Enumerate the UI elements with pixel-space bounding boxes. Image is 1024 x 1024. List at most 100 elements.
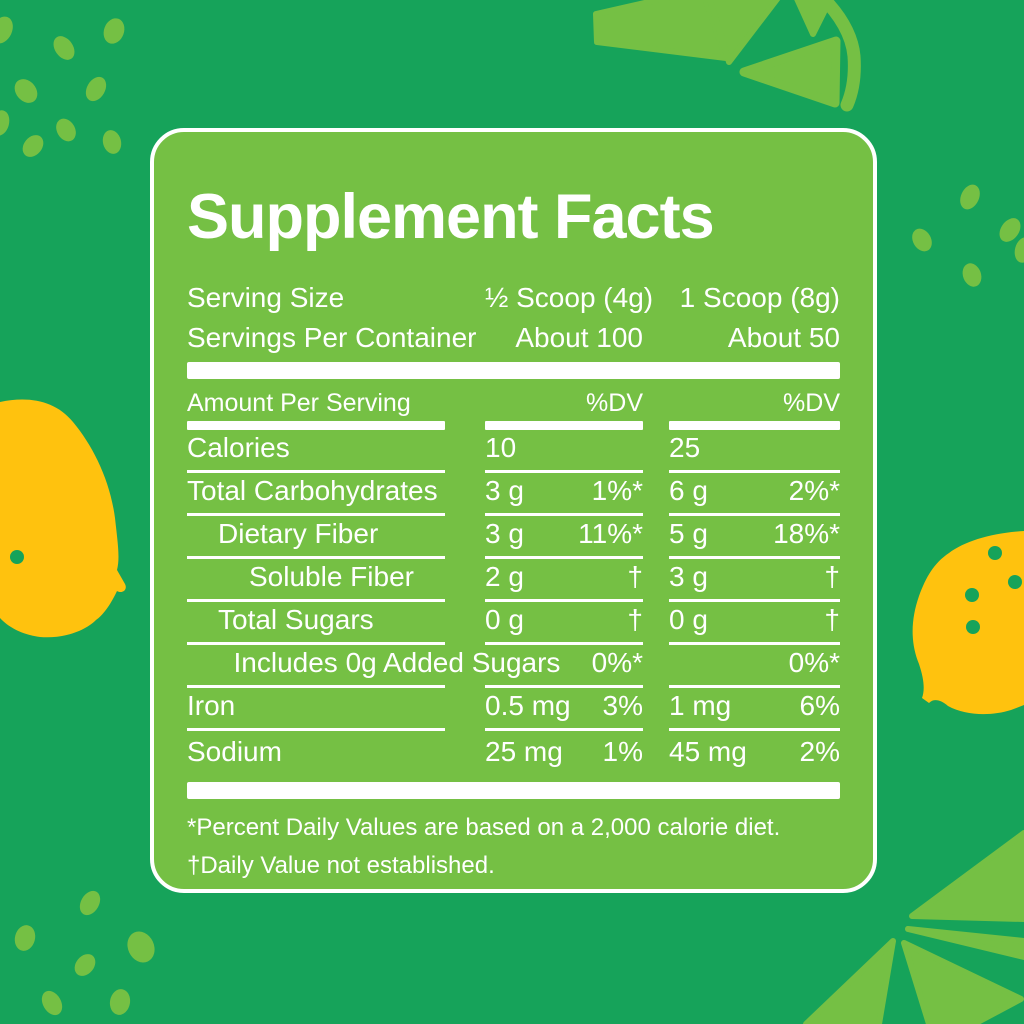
amount-value: 5 g [669,518,708,549]
nutrient-name: Calories [187,432,290,463]
nutrient-name: Iron [187,690,236,721]
footnotes: *Percent Daily Values are based on a 2,0… [187,809,840,885]
nutrient-value-cell: 45 mg 2% [669,731,840,774]
panel-title: Supplement Facts [187,182,715,252]
nutrient-table: Calories 10 25 Total Carbohydrates 3 g 1%* 6 g… [187,430,840,774]
nutrient-value-cell: 0%* [669,645,840,688]
nutrient-value-cell: 10 [485,430,643,473]
nutrient-row: Dietary Fiber 3 g 11%* 5 g 18%* [187,516,840,559]
nutrient-row: Soluble Fiber 2 g † 3 g † [187,559,840,602]
percent-dv-value: 2%* [788,475,840,506]
nutrient-name-cell: Total Carbohydrates [187,473,445,516]
amount-value: 25 mg [485,736,563,767]
nutrient-name-cell: Dietary Fiber [187,516,445,559]
nutrient-name: Includes 0g Added Sugars [233,647,561,678]
nutrient-value-cell: 0.5 mg 3% [485,688,643,731]
percent-dv-value: † [627,561,643,592]
nutrient-row: Sodium 25 mg 1% 45 mg 2% [187,731,840,774]
percent-dv-value: 2% [799,736,840,767]
percent-dv-value: 0%* [788,647,840,678]
nutrient-name-cell: Soluble Fiber [187,559,445,602]
percent-dv-value: † [824,561,840,592]
percent-dv-value: 0%* [591,647,643,678]
nutrient-row: Total Carbohydrates 3 g 1%* 6 g 2%* [187,473,840,516]
lemon-seed-dot [966,620,980,634]
servings-per-container-row: Servings Per Container About 100 About 5… [187,318,840,358]
amount-value: 0 g [485,604,524,635]
amount-value: 3 g [485,518,524,549]
amount-value: 3 g [485,475,524,506]
lemon-seed-dot [1008,575,1022,589]
percent-dv-value: 6% [799,690,840,721]
amount-value: 0 g [669,604,708,635]
percent-dv-value: 1% [602,736,643,767]
supplement-facts-panel: Supplement Facts Serving Size ½ Scoop (4… [150,128,877,893]
lemon-seed-dot [965,588,979,602]
seed-dots-bottom-left [14,890,155,1016]
nutrient-name-cell: Includes 0g Added Sugars [187,645,560,688]
nutrient-name-cell: Iron [187,688,445,731]
nutrient-value-cell: 0%* [485,645,643,688]
nutrient-value-cell: 6 g 2%* [669,473,840,516]
seed-dots-top-left [0,16,125,157]
nutrient-name-cell: Total Sugars [187,602,445,645]
header-bar-column1 [485,421,643,430]
nutrient-value-cell: 1 mg 6% [669,688,840,731]
lime-wedge-bottom-right [803,830,1024,1024]
nutrient-row: Iron 0.5 mg 3% 1 mg 6% [187,688,840,731]
nutrient-name-cell: Calories [187,430,445,473]
nutrient-name: Sodium [187,736,282,767]
serving-size-label: Serving Size [187,282,345,313]
percent-dv-value: † [824,604,840,635]
percent-dv-value: 3% [602,690,643,721]
amount-per-serving-label: Amount Per Serving [187,389,411,417]
nutrient-value-cell: 3 g 11%* [485,516,643,559]
nutrient-value-cell: 25 [669,430,840,473]
lemon-seed-dot [988,546,1002,560]
nutrient-value-cell: 25 mg 1% [485,731,643,774]
percent-dv-value: 11%* [578,518,643,549]
nutrient-name: Total Sugars [218,604,374,635]
dv-header-col1: %DV [586,389,643,417]
serving-size-half-scoop: ½ Scoop (4g) [485,282,654,313]
divider-bar-bottom [187,782,840,799]
amount-value: 6 g [669,475,708,506]
column-header-bars [187,421,840,430]
nutrient-value-cell: 0 g † [669,602,840,645]
nutrient-row: Includes 0g Added Sugars 0%* 0%* [187,645,840,688]
nutrient-name: Total Carbohydrates [187,475,438,506]
amount-value: 3 g [669,561,708,592]
lemon-right [912,531,1024,715]
nutrient-row: Total Sugars 0 g † 0 g † [187,602,840,645]
nutrient-value-cell: 0 g † [485,602,643,645]
nutrient-value-cell: 3 g 1%* [485,473,643,516]
seed-dots-right [912,184,1024,287]
amount-value: 1 mg [669,690,732,721]
amount-value: 2 g [485,561,524,592]
serving-size-one-scoop: 1 Scoop (8g) [679,282,840,313]
percent-dv-value: 1%* [591,475,643,506]
amount-value: 45 mg [669,736,747,767]
amount-value: 0.5 mg [485,690,571,721]
nutrient-row: Calories 10 25 [187,430,840,473]
column-header-row: Amount Per Serving %DV %DV [187,389,840,417]
serving-size-row: Serving Size ½ Scoop (4g) 1 Scoop (8g) [187,278,840,318]
servings-per-container-label: Servings Per Container [187,322,477,353]
lemon-left [0,399,126,638]
amount-value: 25 [669,432,701,463]
nutrient-value-cell: 5 g 18%* [669,516,840,559]
servings-count-half-scoop: About 100 [515,322,643,353]
header-bar-column2 [669,421,840,430]
servings-count-one-scoop: About 50 [727,322,840,353]
footnote-daily-values: *Percent Daily Values are based on a 2,0… [187,814,781,841]
nutrient-name: Dietary Fiber [218,518,379,549]
header-bar-label-column [187,421,445,430]
nutrient-name: Soluble Fiber [249,561,414,592]
lemon-seed-dot [10,550,24,564]
serving-info: Serving Size ½ Scoop (4g) 1 Scoop (8g) S… [187,278,840,358]
nutrient-value-cell: 3 g † [669,559,840,602]
amount-value: 10 [485,432,517,463]
lime-wedge-top-right [593,0,861,112]
